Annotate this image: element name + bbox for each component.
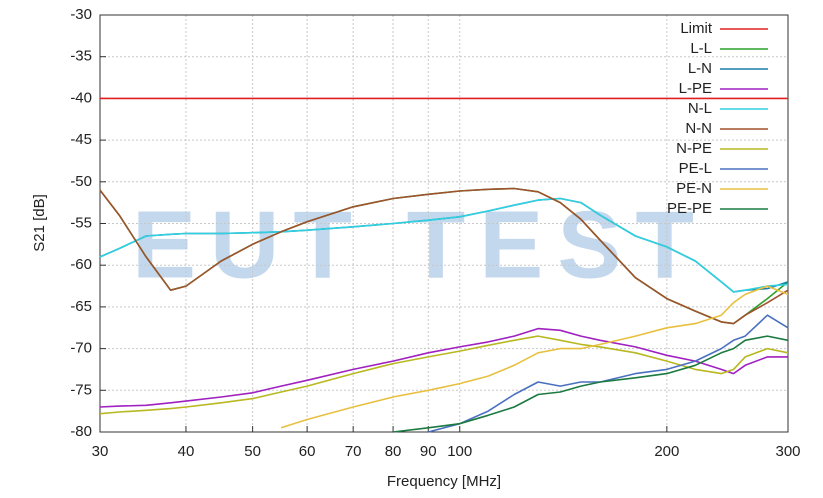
x-tick-label: 30 [92,443,109,460]
plot-frame [99,14,789,433]
x-tick-label: 40 [178,443,195,460]
x-tick-label: 300 [775,443,800,460]
legend-label: PE-PE [667,200,712,217]
series-line [393,335,789,433]
y-tick-label: -55 [70,214,92,231]
y-tick-label: -60 [70,256,92,273]
watermark: EUT TEST [132,191,708,298]
series-line [99,197,789,293]
y-tick-label: -80 [70,423,92,440]
y-tick-label: -70 [70,340,92,357]
y-tick-label: -45 [70,131,92,148]
legend-label: N-L [688,100,712,117]
legend-label: PE-N [676,180,712,197]
y-tick-label: -65 [70,298,92,315]
legend-label: PE-L [679,160,712,177]
series-line [428,314,789,433]
legend-label: L-PE [679,80,712,97]
x-tick-label: 60 [299,443,316,460]
legend-label: L-N [688,60,712,77]
x-tick-label: 90 [420,443,437,460]
legend-label: Limit [680,20,713,37]
y-tick-label: -50 [70,173,92,190]
x-tick-label: 50 [244,443,261,460]
x-axis-label: Frequency [MHz] [387,473,501,490]
x-tick-label: 100 [447,443,472,460]
series-line [280,285,789,429]
series-line [99,327,788,408]
legend-label: N-N [685,120,712,137]
x-tick-label: 70 [345,443,362,460]
legend-label: N-PE [676,140,712,157]
x-tick-label: 200 [654,443,679,460]
y-tick-label: -30 [70,6,92,23]
y-tick-label: -35 [70,48,92,65]
x-tick-label: 80 [385,443,402,460]
y-tick-label: -40 [70,89,92,106]
y-axis-label: S21 [dB] [31,194,48,252]
series-line [99,335,789,415]
legend-label: L-L [690,40,712,57]
y-tick-label: -75 [70,381,92,398]
